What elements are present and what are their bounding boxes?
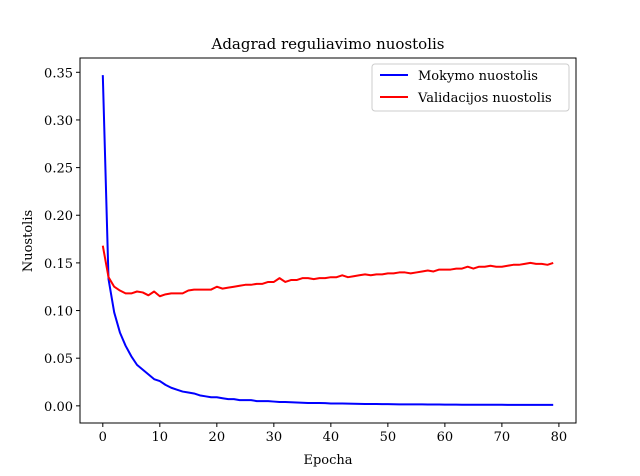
x-tick-label: 60 — [437, 430, 454, 445]
x-tick-label: 10 — [152, 430, 169, 445]
series-line-validation — [101, 245, 554, 298]
x-tick-label: 80 — [551, 430, 568, 445]
x-tick-label: 0 — [99, 430, 107, 445]
y-tick-label: 0.05 — [44, 352, 73, 367]
x-tick-label: 20 — [209, 430, 226, 445]
y-tick-label: 0.25 — [44, 162, 73, 177]
plot-lines — [101, 75, 554, 406]
x-tick-label: 50 — [380, 430, 397, 445]
y-tick-label: 0.00 — [44, 400, 73, 415]
legend-label-training: Mokymo nuostolis — [418, 69, 538, 84]
x-tick-label: 70 — [494, 430, 511, 445]
series-line-training — [101, 75, 554, 406]
x-axis: 0 10 20 30 40 50 60 70 80 — [99, 423, 568, 445]
x-tick-label: 30 — [266, 430, 283, 445]
y-tick-label: 0.35 — [44, 66, 73, 81]
y-tick-label: 0.30 — [44, 114, 73, 129]
x-tick-label: 40 — [323, 430, 340, 445]
x-axis-label: Epocha — [303, 453, 352, 468]
legend: Mokymo nuostolis Validacijos nuostolis — [371, 63, 570, 112]
plot-frame — [79, 57, 577, 424]
chart-title: Adagrad reguliavimo nuostolis — [210, 35, 444, 53]
legend-label-validation: Validacijos nuostolis — [417, 91, 552, 106]
y-tick-label: 0.15 — [44, 257, 73, 272]
legend-box — [371, 63, 570, 112]
y-axis-label: Nuostolis — [21, 210, 36, 272]
y-tick-label: 0.10 — [44, 305, 73, 320]
y-tick-label: 0.20 — [44, 209, 73, 224]
y-axis: 0.00 0.05 0.10 0.15 0.20 0.25 0.30 0.35 — [44, 66, 80, 415]
